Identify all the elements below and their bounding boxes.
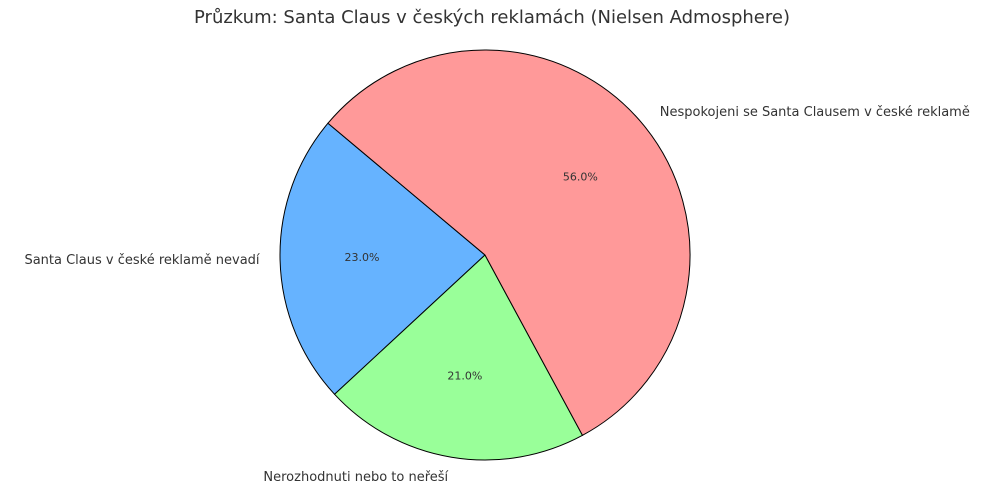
- slice-label: Nespokojeni se Santa Clausem v české rek…: [660, 105, 970, 120]
- pie-slice: [279, 122, 486, 395]
- pie-slice: [333, 254, 584, 461]
- value-label: 56.0%: [563, 170, 598, 183]
- value-label: 23.0%: [345, 251, 380, 264]
- slice-label: Santa Claus v české reklamě nevadí: [24, 253, 259, 268]
- chart-title: Průzkum: Santa Claus v českých reklamách…: [194, 7, 790, 28]
- slice-label: Nerozhodnuti nebo to neřeší: [263, 470, 448, 485]
- value-label: 21.0%: [447, 369, 482, 382]
- pie-slice: [327, 49, 691, 437]
